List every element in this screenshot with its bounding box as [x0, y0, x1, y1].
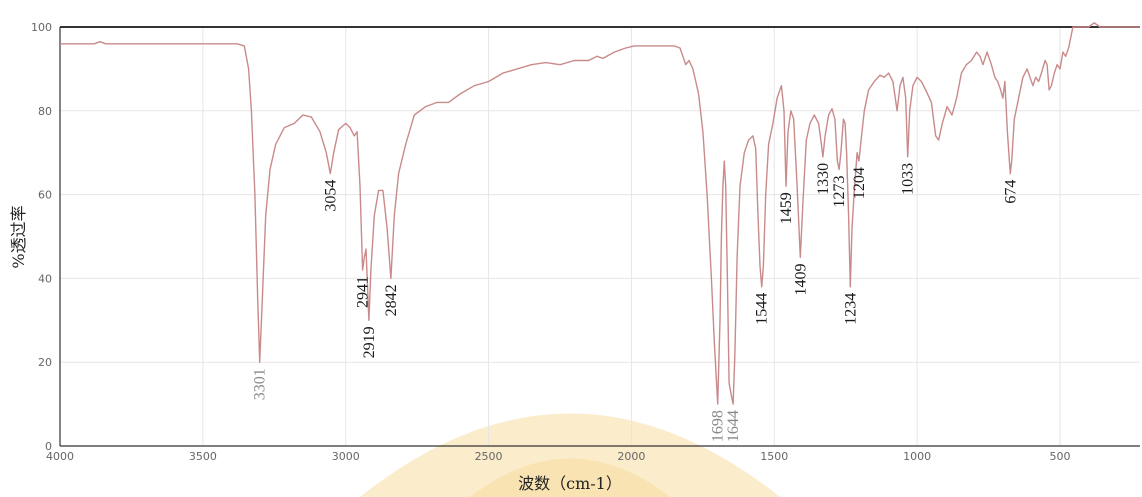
y-axis-title: %透过率: [9, 205, 28, 268]
x-tick-label: 3500: [189, 450, 217, 463]
peak-label: 1698: [710, 410, 727, 442]
x-tick-label: 500: [1050, 450, 1071, 463]
watermark-inner: [470, 458, 670, 497]
peak-label: 1204: [851, 167, 868, 199]
peak-label: 3301: [252, 368, 269, 400]
peak-label: 1033: [900, 163, 917, 195]
x-tick-label: 4000: [46, 450, 74, 463]
x-tick-label: 1000: [903, 450, 931, 463]
peak-label: 2919: [361, 326, 378, 358]
peak-label: 2941: [355, 276, 372, 308]
y-tick-label: 0: [45, 440, 52, 453]
watermark-logo: [360, 413, 780, 497]
watermark-arc: [360, 413, 780, 497]
peak-label: 1644: [725, 410, 742, 442]
y-tick-label: 40: [38, 272, 52, 285]
plot-frame: [59, 26, 1140, 447]
x-axis-title: 波数（cm-1）: [518, 474, 622, 493]
peak-label: 674: [1002, 180, 1019, 204]
peak-label: 1273: [831, 175, 848, 207]
x-tick-labels: 4000 3500 3000 2500 2000 1500 1000 500: [46, 450, 1071, 463]
x-tick-label: 1500: [760, 450, 788, 463]
x-tick-label: 2000: [617, 450, 645, 463]
y-tick-labels: 0 20 40 60 80 100: [31, 21, 52, 453]
peak-label: 1409: [792, 263, 809, 295]
y-tick-label: 80: [38, 105, 52, 118]
y-tick-label: 20: [38, 356, 52, 369]
peak-label: 1459: [778, 192, 795, 224]
peak-label: 1330: [815, 163, 832, 195]
spectrum-line: [60, 22, 1140, 405]
x-tick-label: 3000: [332, 450, 360, 463]
series-layer: [60, 22, 1140, 405]
peak-label: 1234: [842, 293, 859, 325]
peak-label: 3054: [322, 180, 339, 212]
x-tick-label: 2500: [475, 450, 503, 463]
y-tick-label: 60: [38, 189, 52, 202]
y-tick-label: 100: [31, 21, 52, 34]
peak-label: 1544: [754, 293, 771, 325]
grid-lines: [60, 26, 1140, 446]
peak-label: 2842: [383, 284, 400, 316]
